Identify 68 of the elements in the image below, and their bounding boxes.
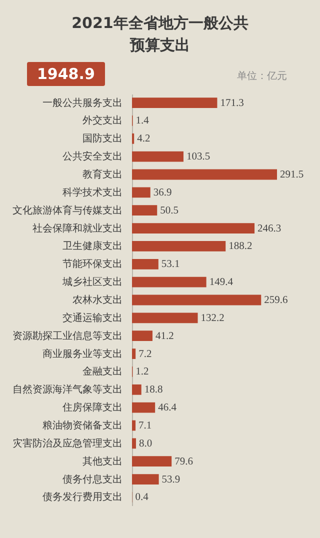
bar [132,384,142,395]
y-tick-label: 金融支出 [82,366,122,378]
data-label: 53.9 [162,474,180,486]
bar [132,312,198,324]
chart-title: 2021年全省地方一般公共预算支出 [71,13,249,56]
data-label: 1.2 [136,366,149,378]
bar [132,294,262,306]
data-label: 53.1 [161,259,180,270]
data-label: 246.3 [258,223,282,234]
y-tick-label: 国防支出 [82,132,122,145]
bar [132,474,159,484]
y-tick-label: 一般公共服务支出 [42,96,122,109]
y-tick-label: 灾害防治及应急管理支出 [12,437,122,450]
data-label: 149.4 [209,277,234,288]
bar [132,187,150,198]
data-label: 8.0 [138,438,152,450]
data-label: 46.4 [158,402,178,414]
y-tick-label: 资源勘探工业信息等支出 [12,330,122,342]
bar [132,241,226,252]
y-tick-label: 债务付息支出 [62,473,122,486]
y-tick-label: 文化旅游体育与传媒支出 [12,204,122,216]
y-tick-label: 卫生健康支出 [62,240,122,252]
data-label: 103.5 [186,152,210,163]
data-label: 50.5 [160,205,178,216]
bar [132,330,152,342]
bar [132,438,136,449]
bar [132,151,184,162]
data-label: 41.2 [155,330,174,342]
text: 单位：亿元 [237,70,287,83]
y-tick-label: 外交支出 [82,114,122,127]
y-tick-label: 科学技术支出 [62,186,122,198]
bar [132,258,158,270]
text: 1948.9 [27,62,105,86]
data-label: 132.2 [200,312,224,324]
bar [132,276,206,288]
data-label: 188.2 [228,241,252,252]
bar [132,169,277,180]
y-tick-label: 交通运输支出 [62,312,122,324]
data-label: 291.5 [280,170,304,180]
y-tick-label: 债务发行费用支出 [42,491,122,504]
bar [132,456,172,467]
bar [132,402,156,413]
data-label: 171.3 [220,98,244,109]
data-label: 1.4 [136,116,150,127]
y-tick-label: 社会保障和就业支出 [32,222,122,234]
y-tick-label: 自然资源海洋气象等支出 [12,384,122,396]
data-label: 4.2 [137,134,150,145]
y-tick-label: 农林水支出 [72,294,122,306]
y-tick-label: 商业服务业等支出 [42,348,122,360]
y-tick-label: 粮油物资储备支出 [42,420,122,432]
bar [132,98,218,108]
y-tick-label: 节能环保支出 [62,258,122,270]
bar [132,205,158,216]
data-label: 36.9 [153,187,172,198]
y-tick-label: 住房保障支出 [62,402,122,414]
data-label: 7.2 [138,348,152,360]
data-label: 0.4 [135,492,150,504]
y-tick-label: 其他支出 [82,455,122,468]
bar [132,420,136,431]
bar [132,223,255,234]
data-label: 7.1 [138,420,152,432]
data-label: 259.6 [264,295,288,306]
bar [132,348,136,359]
data-label: 18.8 [144,384,163,396]
y-tick-label: 城乡社区支出 [62,276,122,288]
data-label: 79.6 [174,456,193,468]
y-tick-label: 教育支出 [82,168,122,180]
y-tick-label: 公共安全支出 [62,150,122,163]
